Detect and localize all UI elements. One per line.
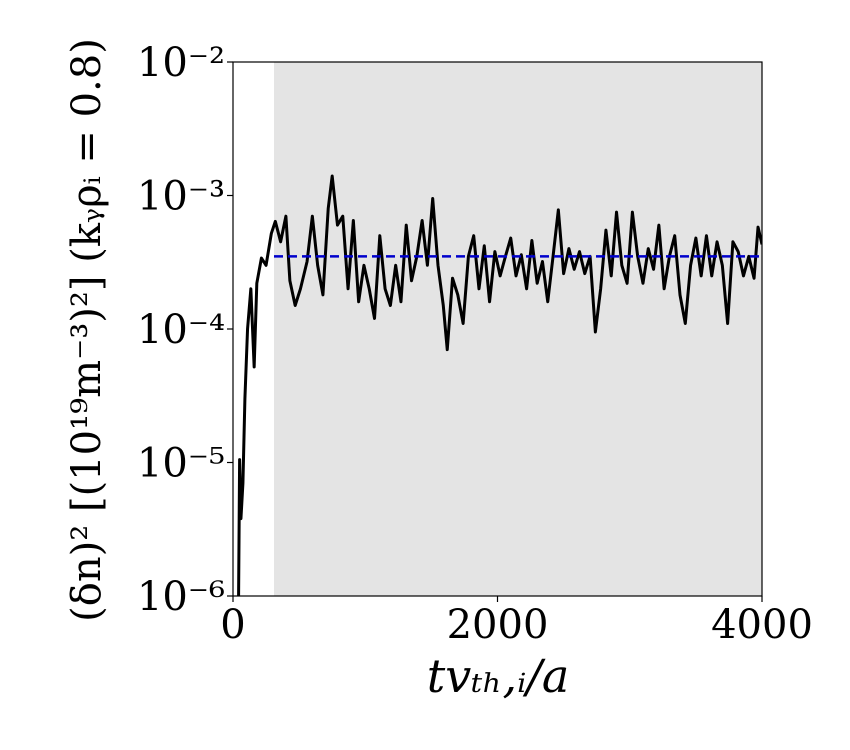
y-tick-label: 10⁻⁵	[137, 441, 225, 487]
plot-area	[237, 62, 762, 596]
y-tick-label: 10⁻⁴	[137, 307, 225, 353]
y-tick-label: 10⁻³	[137, 174, 225, 220]
x-tick-label: 0	[220, 602, 245, 648]
y-tick-label: 10⁻⁶	[137, 574, 225, 620]
x-tick-label: 4000	[711, 602, 813, 648]
y-axis-label: (δn)² [(10¹⁹m⁻³)²] (kᵧρᵢ = 0.8)	[64, 38, 110, 622]
y-tick-label: 10⁻²	[137, 40, 225, 86]
x-axis-label: tvₜₕ,ᵢ/a	[427, 649, 570, 703]
x-tick-label: 2000	[447, 602, 549, 648]
data-line	[237, 174, 762, 596]
shaded-region	[273, 62, 762, 596]
